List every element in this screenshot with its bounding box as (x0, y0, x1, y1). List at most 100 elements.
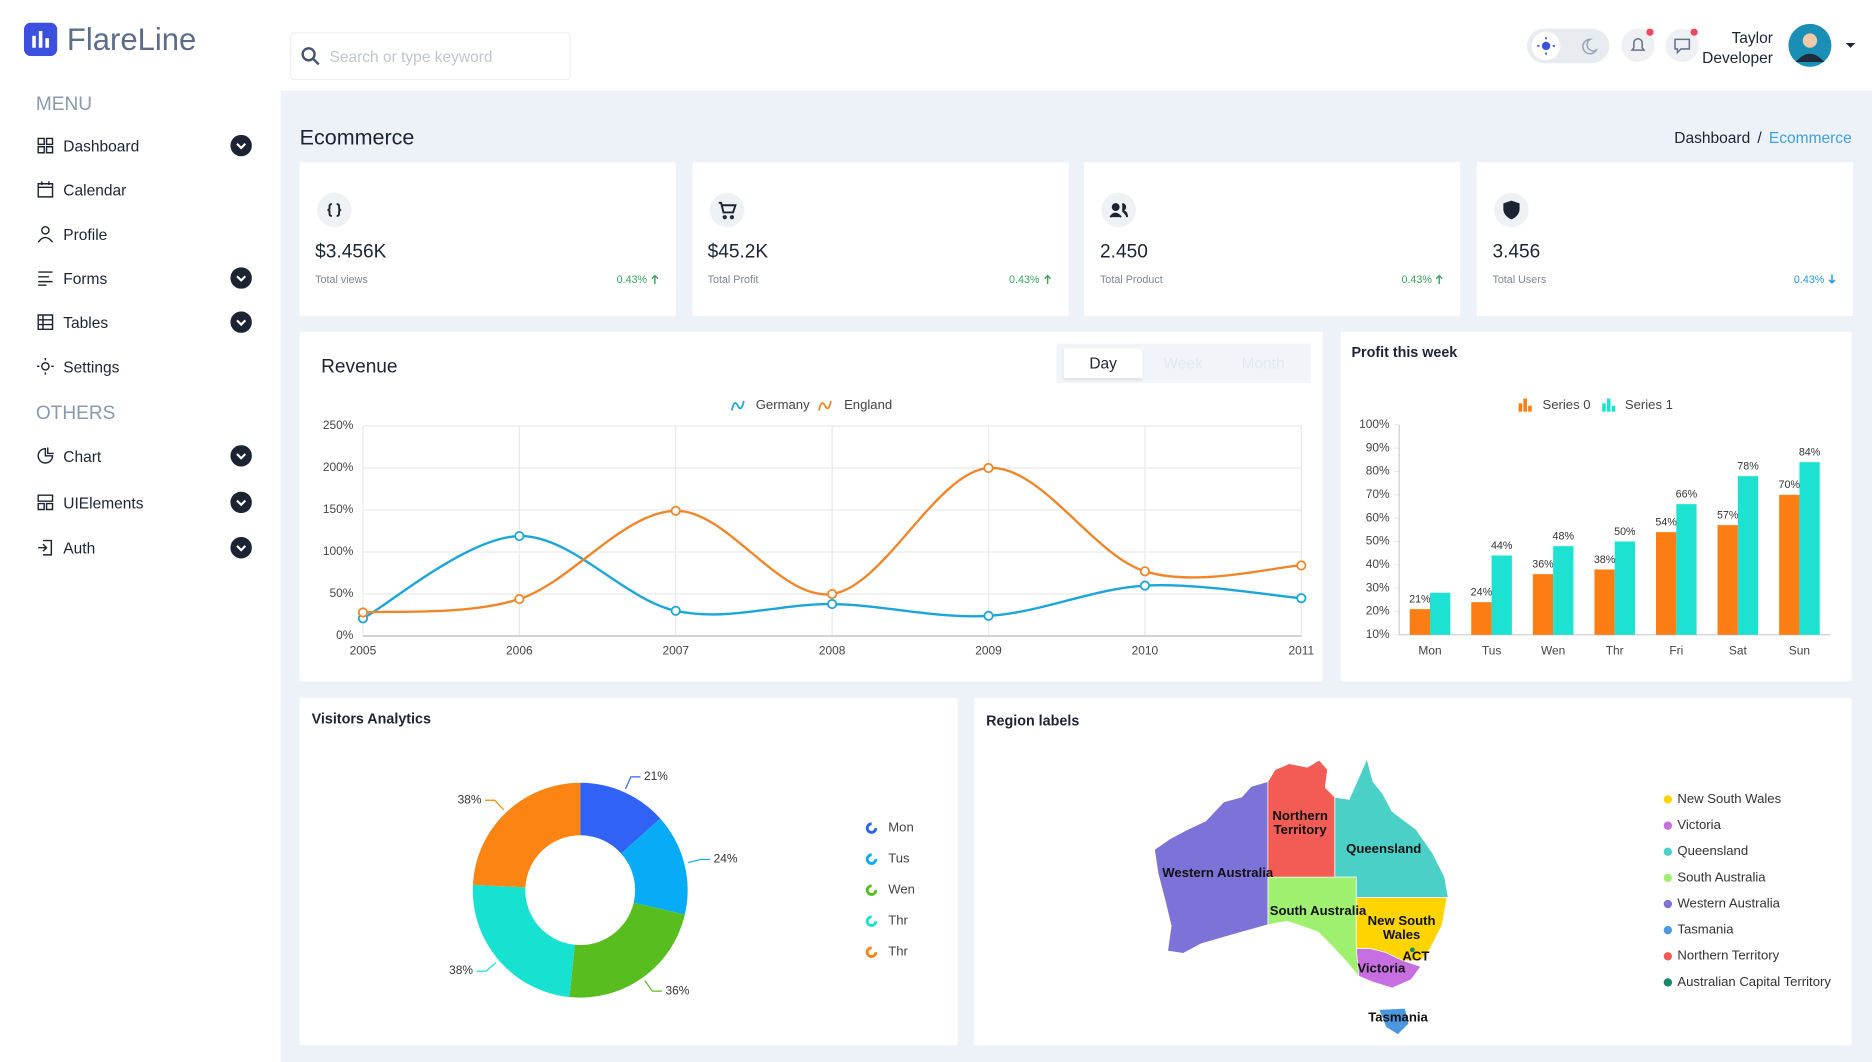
menu-section-title: MENU (35, 94, 93, 115)
menu-icon (37, 357, 54, 375)
map-label: Western Australia (1162, 866, 1274, 881)
chevron-arrow (236, 545, 247, 552)
icon-shape (37, 493, 54, 510)
chevron-bg (230, 134, 252, 157)
menu-section-title: OTHERS (35, 403, 116, 424)
map-label: Tasmania (1368, 1010, 1428, 1026)
visitors-panel (299, 698, 958, 1046)
menu-icon (37, 447, 54, 464)
menu-icon (37, 181, 54, 198)
map-label: Northern Territory (1272, 809, 1328, 838)
stat-card: $45.2K Total Profit 0.43% (692, 162, 1069, 317)
icon-shape (38, 539, 53, 556)
menu-icon (38, 539, 53, 556)
stat-change: 0.43% (1401, 273, 1444, 286)
change-value: 0.43% (616, 273, 648, 286)
logo-text[interactable]: FlareLine (66, 21, 197, 58)
icon-bg (316, 192, 352, 228)
breadcrumb-item: / (1757, 128, 1762, 147)
menu-item[interactable]: UIElements (24, 484, 263, 520)
menu-item[interactable]: Dashboard (24, 128, 263, 164)
stat-label: Total Users (1492, 273, 1547, 286)
search-icon (301, 47, 320, 66)
menu-item[interactable]: Calendar (24, 172, 263, 208)
stat-label: Total views (315, 273, 368, 286)
menu-label: Forms (63, 269, 108, 288)
menu-item[interactable]: Tables (24, 304, 263, 340)
search-placeholder: Search or type keyword (329, 47, 493, 66)
icon-shape (38, 271, 53, 286)
range-tab[interactable]: Month (1241, 354, 1285, 373)
icon-shape (37, 137, 54, 154)
revenue-panel (299, 331, 1323, 682)
page-title: Ecommerce (299, 125, 415, 150)
chevron-bg (230, 267, 252, 289)
user-info[interactable]: Taylor Developer (1702, 27, 1773, 68)
menu-icon (37, 493, 54, 510)
menu-label: UIElements (63, 493, 144, 512)
stat-label: Total Product (1100, 273, 1163, 286)
stat-icon (1494, 192, 1529, 228)
trend-arrow (651, 274, 659, 284)
stat-change: 0.43% (1794, 273, 1836, 285)
chevron-arrow (236, 319, 247, 327)
search-box[interactable]: Search or type keyword (290, 32, 571, 80)
stat-card: 3.456 Total Users 0.43% (1476, 162, 1854, 317)
menu-icon (37, 137, 54, 154)
range-tab[interactable]: Week (1163, 354, 1203, 373)
map-label: Victoria (1357, 961, 1406, 977)
stat-value: $3.456K (315, 242, 387, 263)
menu-icon (38, 271, 53, 286)
submenu-chevron (230, 134, 252, 157)
stat-icon (316, 192, 352, 228)
change-value: 0.43% (1793, 273, 1825, 286)
panel-title: Region labels (986, 712, 1080, 730)
map-label: Queensland (1346, 842, 1422, 857)
menu-label: Dashboard (63, 137, 140, 156)
range-tab[interactable]: Day (1063, 348, 1143, 379)
menu-label: Chart (63, 447, 102, 466)
chevron-bg (230, 445, 252, 467)
menu-item[interactable]: Chart (24, 438, 263, 474)
stat-icon (1101, 192, 1137, 228)
chevron-bg (230, 491, 252, 513)
menu-label: Calendar (63, 181, 127, 200)
stat-card: $3.456K Total views 0.43% (299, 162, 676, 317)
stat-icon (709, 192, 745, 228)
user-role: Developer (1702, 48, 1773, 67)
breadcrumb-item[interactable]: Dashboard (1674, 128, 1751, 147)
breadcrumb-item: Ecommerce (1768, 128, 1852, 147)
region-panel: Region labels (974, 698, 1852, 1046)
menu-item[interactable]: Forms (24, 260, 263, 296)
menu-label: Settings (63, 357, 120, 376)
icon-shape (37, 314, 54, 331)
chevron-arrow (236, 453, 247, 460)
menu-label: Tables (63, 313, 109, 332)
icon-shape (37, 226, 54, 243)
menu-label: Profile (63, 225, 108, 244)
menu-icon (37, 314, 54, 331)
menu-item[interactable]: Profile (24, 216, 263, 252)
map-label: ACT (1402, 949, 1430, 965)
icon-shape (1503, 200, 1520, 220)
menu-icon (37, 226, 54, 243)
icon-shape (37, 181, 54, 198)
change-value: 0.43% (1401, 273, 1432, 286)
trend-arrow (1043, 274, 1051, 284)
icon-shape (37, 357, 54, 375)
breadcrumb: Dashboard / Ecommerce (1674, 129, 1851, 147)
map-label: South Australia (1269, 904, 1367, 919)
trend-arrow (1436, 274, 1444, 284)
menu-item[interactable]: Settings (24, 348, 263, 384)
stat-label: Total Profit (707, 273, 759, 286)
submenu-chevron (230, 536, 252, 559)
stat-value: 2.450 (1100, 242, 1148, 263)
sidebar (0, 0, 281, 1062)
icon-bg (1101, 192, 1137, 228)
menu-item[interactable]: Auth (24, 530, 263, 566)
header-controls[interactable] (1523, 23, 1869, 72)
submenu-chevron (230, 311, 252, 333)
chevron-arrow (236, 275, 247, 282)
arrow (1828, 274, 1836, 284)
